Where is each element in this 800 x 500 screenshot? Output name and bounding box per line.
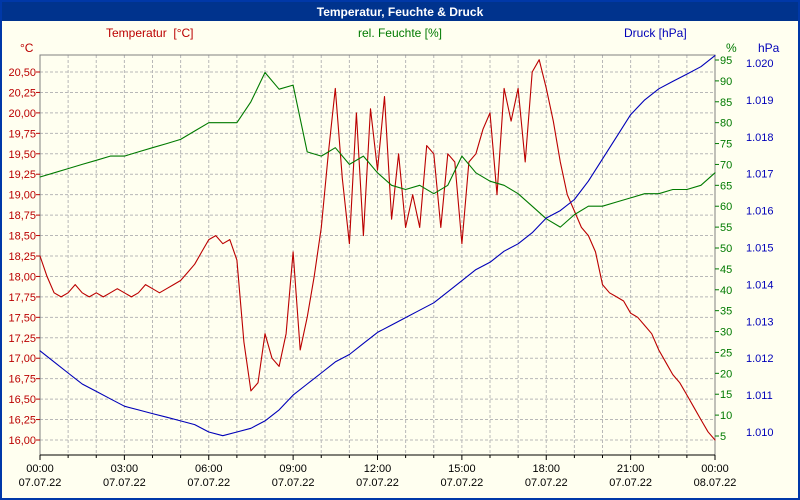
legend-pressure: Druck [hPa]: [624, 26, 687, 40]
svg-text:5: 5: [720, 431, 726, 443]
chart-plot: 20,50 20,25 20,00 19,75 19,50 19,25 19,00 18,75…: [8, 54, 774, 489]
svg-text:70: 70: [720, 159, 732, 171]
svg-text:20,25: 20,25: [8, 87, 36, 99]
svg-text:1.013: 1.013: [746, 316, 774, 328]
svg-text:40: 40: [720, 285, 732, 297]
svg-text:25: 25: [720, 347, 732, 359]
svg-text:15: 15: [720, 389, 732, 401]
svg-text:1.016: 1.016: [746, 206, 774, 218]
svg-text:08.07.22: 08.07.22: [694, 477, 737, 489]
humidity-line: [39, 71, 716, 228]
left-axis-unit: °C: [20, 41, 34, 55]
svg-text:00:00: 00:00: [26, 463, 54, 475]
svg-text:18,75: 18,75: [8, 210, 36, 222]
svg-text:1.020: 1.020: [746, 58, 774, 70]
svg-text:07.07.22: 07.07.22: [525, 477, 568, 489]
svg-text:1.014: 1.014: [746, 279, 774, 291]
svg-text:16,25: 16,25: [8, 415, 36, 427]
svg-text:07.07.22: 07.07.22: [609, 477, 652, 489]
svg-text:16,50: 16,50: [8, 394, 36, 406]
svg-text:1.017: 1.017: [746, 169, 774, 181]
svg-text:1.012: 1.012: [746, 353, 774, 365]
svg-text:07.07.22: 07.07.22: [440, 477, 483, 489]
svg-text:17,50: 17,50: [8, 312, 36, 324]
svg-text:10: 10: [720, 410, 732, 422]
svg-text:18:00: 18:00: [532, 463, 560, 475]
svg-text:18,00: 18,00: [8, 271, 36, 283]
svg-text:21:00: 21:00: [617, 463, 645, 475]
svg-text:55: 55: [720, 222, 732, 234]
pressure-line: [39, 55, 716, 437]
svg-text:85: 85: [720, 97, 732, 109]
svg-text:17,75: 17,75: [8, 292, 36, 304]
svg-text:17,00: 17,00: [8, 353, 36, 365]
svg-text:60: 60: [720, 201, 732, 213]
svg-text:16,75: 16,75: [8, 374, 36, 386]
svg-text:00:00: 00:00: [701, 463, 729, 475]
svg-text:1.015: 1.015: [746, 243, 774, 255]
svg-text:12:00: 12:00: [364, 463, 392, 475]
temperature-line: [39, 59, 716, 441]
svg-text:1.010: 1.010: [746, 427, 774, 439]
svg-text:19,00: 19,00: [8, 190, 36, 202]
svg-text:17,25: 17,25: [8, 333, 36, 345]
svg-text:1.018: 1.018: [746, 132, 774, 144]
window-titlebar: Temperatur, Feuchte & Druck: [2, 2, 798, 21]
svg-text:19,75: 19,75: [8, 128, 36, 140]
chart-area: 20,50 20,25 20,00 19,75 19,50 19,25 19,00 18,75…: [2, 21, 798, 498]
svg-text:20,00: 20,00: [8, 108, 36, 120]
svg-text:30: 30: [720, 327, 732, 339]
svg-text:19,50: 19,50: [8, 149, 36, 161]
svg-text:07.07.22: 07.07.22: [187, 477, 230, 489]
svg-text:1.011: 1.011: [746, 390, 773, 402]
svg-text:1.019: 1.019: [746, 95, 774, 107]
svg-text:19,25: 19,25: [8, 169, 36, 181]
legend-temperature: Temperatur [°C]: [106, 26, 194, 40]
svg-text:20: 20: [720, 368, 732, 380]
svg-text:80: 80: [720, 118, 732, 130]
svg-text:50: 50: [720, 243, 732, 255]
humidity-axis-unit: %: [726, 41, 737, 55]
svg-text:07.07.22: 07.07.22: [103, 477, 146, 489]
svg-text:18,25: 18,25: [8, 251, 36, 263]
svg-text:18,50: 18,50: [8, 231, 36, 243]
svg-text:09:00: 09:00: [279, 463, 307, 475]
window-title: Temperatur, Feuchte & Druck: [316, 4, 484, 19]
svg-text:95: 95: [720, 55, 732, 67]
legend-humidity: rel. Feuchte [%]: [357, 26, 443, 40]
svg-text:15:00: 15:00: [448, 463, 476, 475]
svg-text:45: 45: [720, 264, 732, 276]
pressure-axis-unit: hPa: [758, 41, 780, 55]
svg-text:07.07.22: 07.07.22: [19, 477, 62, 489]
svg-text:65: 65: [720, 180, 732, 192]
svg-text:20,50: 20,50: [8, 67, 36, 79]
svg-text:07.07.22: 07.07.22: [272, 477, 315, 489]
svg-text:16,00: 16,00: [8, 435, 36, 447]
svg-text:35: 35: [720, 306, 732, 318]
svg-text:07.07.22: 07.07.22: [356, 477, 399, 489]
svg-text:06:00: 06:00: [195, 463, 223, 475]
svg-text:75: 75: [720, 139, 732, 151]
svg-text:03:00: 03:00: [111, 463, 139, 475]
svg-text:90: 90: [720, 76, 732, 88]
